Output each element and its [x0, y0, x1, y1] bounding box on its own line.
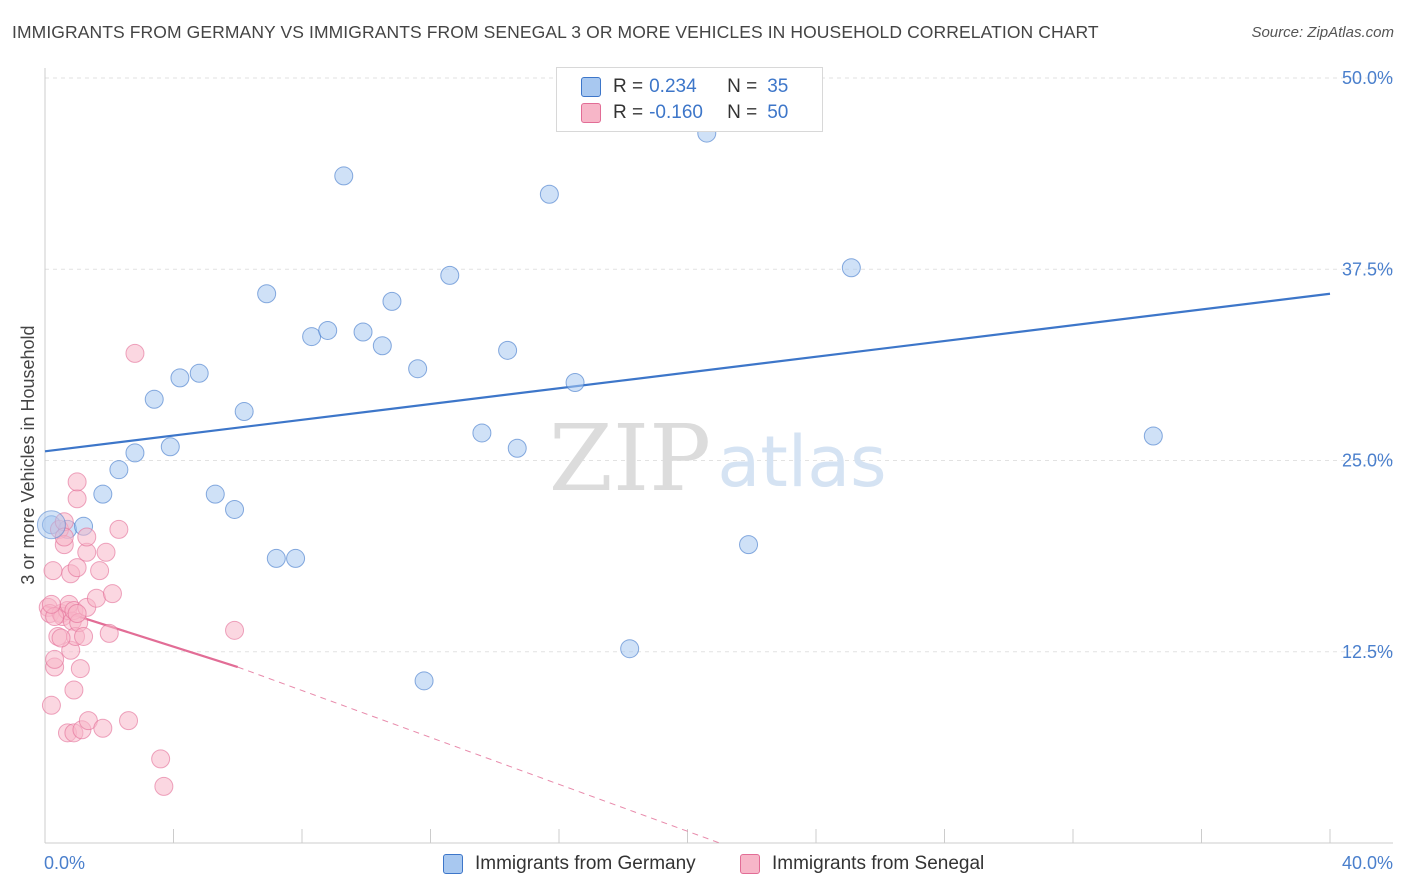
- bottom-legend-germany: Immigrants from Germany: [443, 852, 696, 876]
- legend-n-value-senegal: 50: [767, 102, 789, 123]
- senegal-point: [93, 718, 113, 738]
- germany-point: [144, 389, 164, 409]
- axes: [44, 68, 1393, 844]
- germany-point: [372, 336, 392, 356]
- senegal-point: [225, 620, 245, 640]
- germany-point: [93, 484, 113, 504]
- germany-point: [170, 368, 190, 388]
- senegal-point: [77, 527, 97, 547]
- senegal-point: [119, 711, 139, 731]
- senegal-point: [43, 561, 63, 581]
- senegal-point: [67, 472, 87, 492]
- germany-point: [257, 284, 277, 304]
- bottom-legend-swatch-senegal: [740, 854, 760, 874]
- x-tick-label-0: 0.0%: [44, 853, 85, 873]
- senegal-point: [74, 626, 94, 646]
- legend-n-label: N =: [727, 102, 758, 123]
- germany-point: [225, 499, 245, 519]
- legend-r-value-senegal: -0.160: [649, 102, 703, 123]
- bottom-legend-label-senegal: Immigrants from Senegal: [772, 853, 985, 874]
- grid-lines: [45, 77, 1393, 653]
- senegal-point: [154, 776, 174, 796]
- germany-point: [189, 363, 209, 383]
- chart-title: IMMIGRANTS FROM GERMANY VS IMMIGRANTS FR…: [12, 22, 1099, 42]
- legend-r-label: R =: [613, 102, 644, 123]
- y-tick-label-2: 37.5%: [1342, 259, 1393, 279]
- germany-point: [109, 460, 129, 480]
- germany-point-large: [36, 510, 66, 540]
- germany-point: [414, 671, 434, 691]
- germany-point: [205, 484, 225, 504]
- germany-point: [539, 184, 559, 204]
- senegal-point: [90, 561, 110, 581]
- germany-point: [507, 438, 527, 458]
- legend-row-senegal: R = -0.160 N = 50: [581, 101, 788, 125]
- tick-labels: 12.5% 25.0% 37.5% 50.0% 0.0% 40.0%: [44, 68, 1393, 873]
- senegal-point: [96, 542, 116, 562]
- germany-point: [620, 639, 640, 659]
- germany-point: [498, 340, 518, 360]
- germany-point: [841, 258, 861, 278]
- germany-point: [440, 265, 460, 285]
- germany-point: [1143, 426, 1163, 446]
- senegal-point: [64, 680, 84, 700]
- germany-point: [565, 372, 585, 392]
- senegal-point: [86, 588, 106, 608]
- senegal-point: [70, 659, 90, 679]
- senegal-point: [125, 343, 145, 363]
- bottom-legend-swatch-germany: [443, 854, 463, 874]
- germany-point: [318, 320, 338, 340]
- germany-point: [739, 535, 759, 555]
- y-tick-label-3: 50.0%: [1342, 68, 1393, 88]
- legend-row-germany: R = 0.234 N = 35: [581, 75, 788, 99]
- bottom-legend-senegal: Immigrants from Senegal: [740, 852, 984, 876]
- germany-point: [234, 402, 254, 422]
- senegal-point: [67, 604, 87, 623]
- senegal-point: [41, 594, 61, 614]
- bottom-legend-label-germany: Immigrants from Germany: [475, 853, 696, 874]
- legend: R = 0.234 N = 35 R = -0.160 N = 50: [556, 67, 823, 132]
- senegal-point: [51, 628, 71, 648]
- watermark-zip: ZIP: [549, 405, 711, 512]
- y-axis-label: 3 or more Vehicles in Household: [18, 325, 38, 584]
- senegal-point: [67, 558, 87, 578]
- senegal-trend-extension: [237, 666, 720, 844]
- legend-r-value-germany: 0.234: [649, 76, 697, 97]
- germany-point: [286, 548, 306, 568]
- germany-trend-line: [44, 292, 1331, 453]
- legend-swatch-senegal: [581, 103, 601, 123]
- germany-point: [302, 327, 322, 347]
- source-credit: Source: ZipAtlas.com: [1251, 24, 1394, 41]
- watermark: ZIP atlas: [549, 405, 887, 512]
- senegal-point: [45, 649, 65, 669]
- germany-point: [382, 291, 402, 311]
- senegal-point: [151, 749, 171, 769]
- germany-point: [266, 548, 286, 568]
- x-tick-label-1: 40.0%: [1342, 853, 1393, 873]
- senegal-point: [109, 519, 129, 539]
- germany-point: [472, 423, 492, 443]
- germany-point: [408, 359, 428, 379]
- senegal-point: [41, 695, 61, 715]
- watermark-atlas: atlas: [717, 421, 886, 503]
- germany-point: [160, 437, 180, 457]
- germany-point: [353, 322, 373, 342]
- senegal-point: [102, 584, 122, 604]
- trend-lines: [44, 292, 1331, 844]
- senegal-point: [99, 623, 119, 643]
- germany-point: [125, 443, 145, 463]
- legend-r-label: R =: [613, 76, 644, 97]
- legend-swatch-germany: [581, 77, 601, 97]
- y-tick-label-1: 25.0%: [1342, 451, 1393, 471]
- germany-point: [334, 166, 354, 186]
- senegal-point: [67, 489, 87, 509]
- data-points: [36, 123, 1163, 796]
- legend-n-value-germany: 35: [767, 76, 789, 97]
- legend-n-label: N =: [727, 76, 758, 97]
- y-tick-label-0: 12.5%: [1342, 642, 1393, 662]
